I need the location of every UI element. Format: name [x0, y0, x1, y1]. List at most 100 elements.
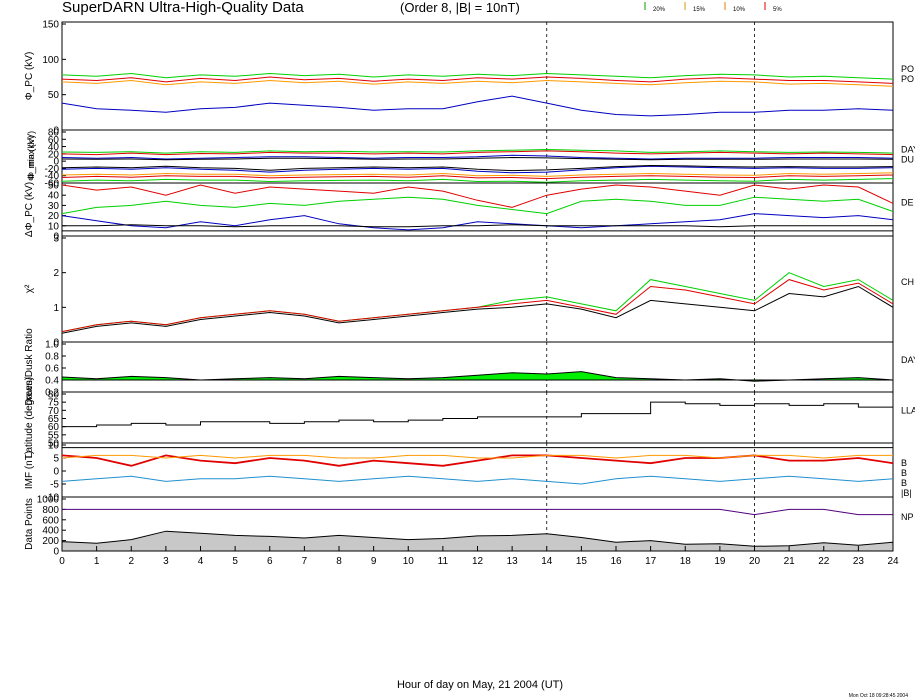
figure-subtitle: (Order 8, |B| = 10nT) — [400, 0, 520, 15]
y-tick-label: -5 — [50, 480, 59, 491]
y-tick-label: 3 — [53, 234, 59, 245]
y-tick-label: 0.6 — [45, 364, 59, 375]
series-4 — [62, 178, 893, 183]
y-tick-label: 1.0 — [45, 340, 59, 351]
series-group — [62, 272, 893, 334]
legend-label-2: 10% — [733, 7, 746, 13]
y-axis-label: Data Points — [24, 498, 35, 550]
y-axis-label-bottom: Φ_min (kV) — [26, 135, 36, 181]
y-tick-label: -10 — [45, 493, 60, 504]
y-tick-label: 60 — [48, 422, 60, 433]
panel-chi-squared: 0 1 2 3 χ² CH — [24, 234, 914, 349]
series-group — [62, 184, 893, 232]
x-tick-label: 6 — [267, 556, 273, 567]
series-0 — [62, 184, 893, 208]
series-8 — [62, 164, 893, 172]
y-tick-label: 0 — [53, 547, 59, 558]
right-label-0: DE — [901, 198, 914, 208]
x-tick-label: 3 — [163, 556, 169, 567]
y-tick-label: 400 — [42, 526, 59, 537]
series-2 — [62, 285, 893, 334]
x-tick-label: 8 — [336, 556, 342, 567]
x-tick-label: 20 — [749, 556, 761, 567]
x-tick-label: 24 — [887, 556, 899, 567]
series-3 — [62, 156, 893, 161]
series-1 — [62, 454, 893, 467]
x-tick-label: 4 — [198, 556, 204, 567]
x-tick-label: 18 — [680, 556, 692, 567]
series-3 — [62, 224, 893, 228]
y-tick-label: 10 — [48, 221, 60, 232]
y-tick-label: -60 — [45, 179, 60, 190]
right-label-0: CH — [901, 277, 914, 287]
right-label-0: DAY — [901, 355, 915, 365]
x-tick-label: 2 — [128, 556, 134, 567]
series-1 — [62, 279, 893, 333]
right-label-1: PO — [901, 74, 914, 84]
y-tick-label: 50 — [48, 181, 60, 192]
y-tick-label: 100 — [42, 55, 59, 66]
x-tick-label: 15 — [576, 556, 588, 567]
y-tick-label: 1 — [53, 303, 59, 314]
y-axis-label: ΔΦ_PC (kV) — [24, 182, 35, 237]
y-tick-label: 40 — [48, 191, 60, 202]
series-1 — [62, 79, 893, 87]
y-tick-label: 600 — [42, 515, 59, 526]
panel-frame — [61, 182, 894, 237]
series-5 — [62, 174, 893, 180]
panel-frame — [61, 442, 894, 498]
y-tick-label: 50 — [48, 439, 60, 450]
x-tick-label: 13 — [507, 556, 519, 567]
series-1 — [62, 150, 893, 156]
y-tick-label: 80 — [48, 128, 60, 139]
y-tick-label: 75 — [48, 398, 60, 409]
y-axis-label: Latitude (degrees) — [24, 377, 35, 458]
y-tick-label: 70 — [48, 406, 60, 417]
panel-frame — [61, 341, 894, 393]
x-tick-label: 16 — [610, 556, 622, 567]
y-tick-label: 5 — [53, 454, 59, 465]
legend-label-0: 20% — [653, 7, 666, 13]
x-tick-label: 11 — [438, 556, 449, 567]
series-3 — [62, 95, 893, 117]
series-group — [62, 148, 893, 183]
y-tick-label: 60 — [48, 135, 60, 146]
y-tick-label: 0.2 — [45, 388, 59, 399]
series-group — [62, 447, 893, 485]
y-axis-label: Φ_PC (kV) — [24, 52, 35, 101]
right-label-1: B — [901, 468, 907, 478]
right-label-0: DAY — [901, 145, 915, 155]
series-2 — [62, 154, 893, 160]
x-axis-label: Hour of day on May, 21 2004 (UT) — [397, 679, 563, 691]
x-tick-label: 0 — [59, 556, 65, 567]
series-2 — [62, 454, 893, 459]
series-1 — [62, 196, 893, 215]
x-tick-label: 9 — [371, 556, 377, 567]
y-tick-label: 0 — [53, 338, 59, 349]
series-6 — [62, 172, 893, 177]
series-group — [62, 401, 893, 428]
y-tick-label: 150 — [42, 20, 59, 31]
right-label-0: NP — [901, 512, 914, 522]
right-label-1: DU — [901, 155, 914, 165]
series-2 — [62, 76, 893, 84]
y-tick-label: 10 — [48, 441, 60, 452]
x-tick-label: 22 — [818, 556, 830, 567]
right-label-0: LLA — [901, 406, 915, 416]
series-group — [62, 72, 893, 117]
y-tick-label: 30 — [48, 201, 60, 212]
y-tick-label: 2 — [53, 268, 59, 279]
y-tick-label: 50 — [48, 90, 60, 101]
x-tick-label: 1 — [94, 556, 100, 567]
timestamp-label: Mon Oct 18 09:28:45 2004 — [849, 693, 908, 699]
y-tick-label: 65 — [48, 414, 60, 425]
x-tick-label: 10 — [403, 556, 415, 567]
y-tick-label: 1000 — [37, 495, 60, 506]
y-tick-label: 200 — [42, 536, 59, 547]
